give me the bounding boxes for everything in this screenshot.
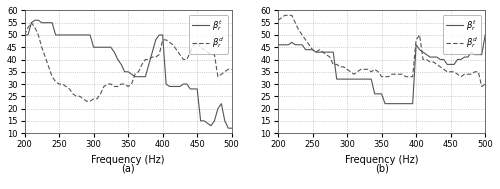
Title: (a): (a) (122, 163, 135, 173)
Legend: $\beta_r^t$, $\beta_r^d$: $\beta_r^t$, $\beta_r^d$ (189, 15, 228, 53)
Legend: $\beta_r^t$, $\beta_r^d$: $\beta_r^t$, $\beta_r^d$ (442, 15, 481, 53)
X-axis label: Frequency (Hz): Frequency (Hz) (345, 155, 418, 165)
Title: (b): (b) (374, 163, 388, 173)
X-axis label: Frequency (Hz): Frequency (Hz) (92, 155, 165, 165)
